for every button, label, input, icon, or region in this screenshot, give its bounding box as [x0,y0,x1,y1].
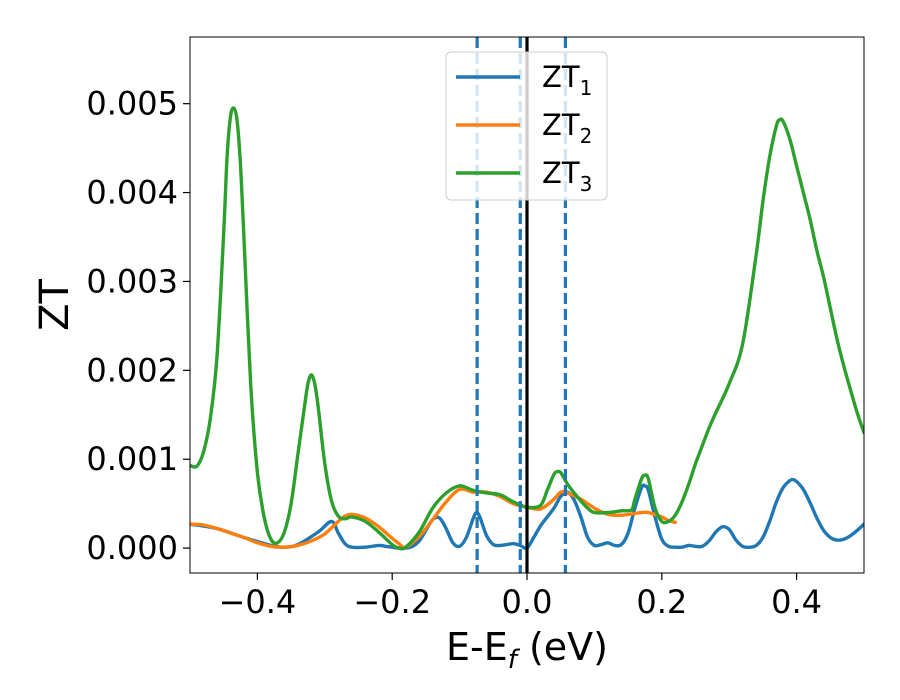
x-tick-label: 0.0 [502,583,553,621]
series-lines [190,106,864,551]
legend: ZT1 ZT2 ZT3 [445,51,608,201]
y-tick-label: 0.004 [86,174,178,212]
x-axis-label-suffix: (eV) [517,625,608,669]
x-tick-label: 0.4 [771,583,822,621]
y-tick-label: 0.002 [86,351,178,389]
legend-box [445,51,608,201]
y-tick-label: 0.000 [86,529,178,567]
x-axis-ticks: −0.4 −0.2 0.0 0.2 0.4 [219,573,822,621]
y-tick-label: 0.003 [86,262,178,300]
x-tick-label: 0.2 [636,583,687,621]
legend-label-1: ZT1 [542,60,592,100]
y-tick-label: 0.005 [86,85,178,123]
x-axis-label-prefix: E-E [446,625,508,669]
series-line-3 [190,106,864,551]
x-tick-label: −0.4 [219,583,297,621]
y-tick-label: 0.001 [86,440,178,478]
x-axis-label: E-Ef (eV) [446,625,608,675]
legend-label-3: ZT3 [542,156,592,196]
y-axis-ticks: 0.000 0.001 0.002 0.003 0.004 0.005 [86,85,190,567]
legend-label-2: ZT2 [542,108,592,148]
x-tick-label: −0.2 [353,583,431,621]
y-axis-label: ZT [32,279,78,331]
series-line-2 [190,487,677,550]
